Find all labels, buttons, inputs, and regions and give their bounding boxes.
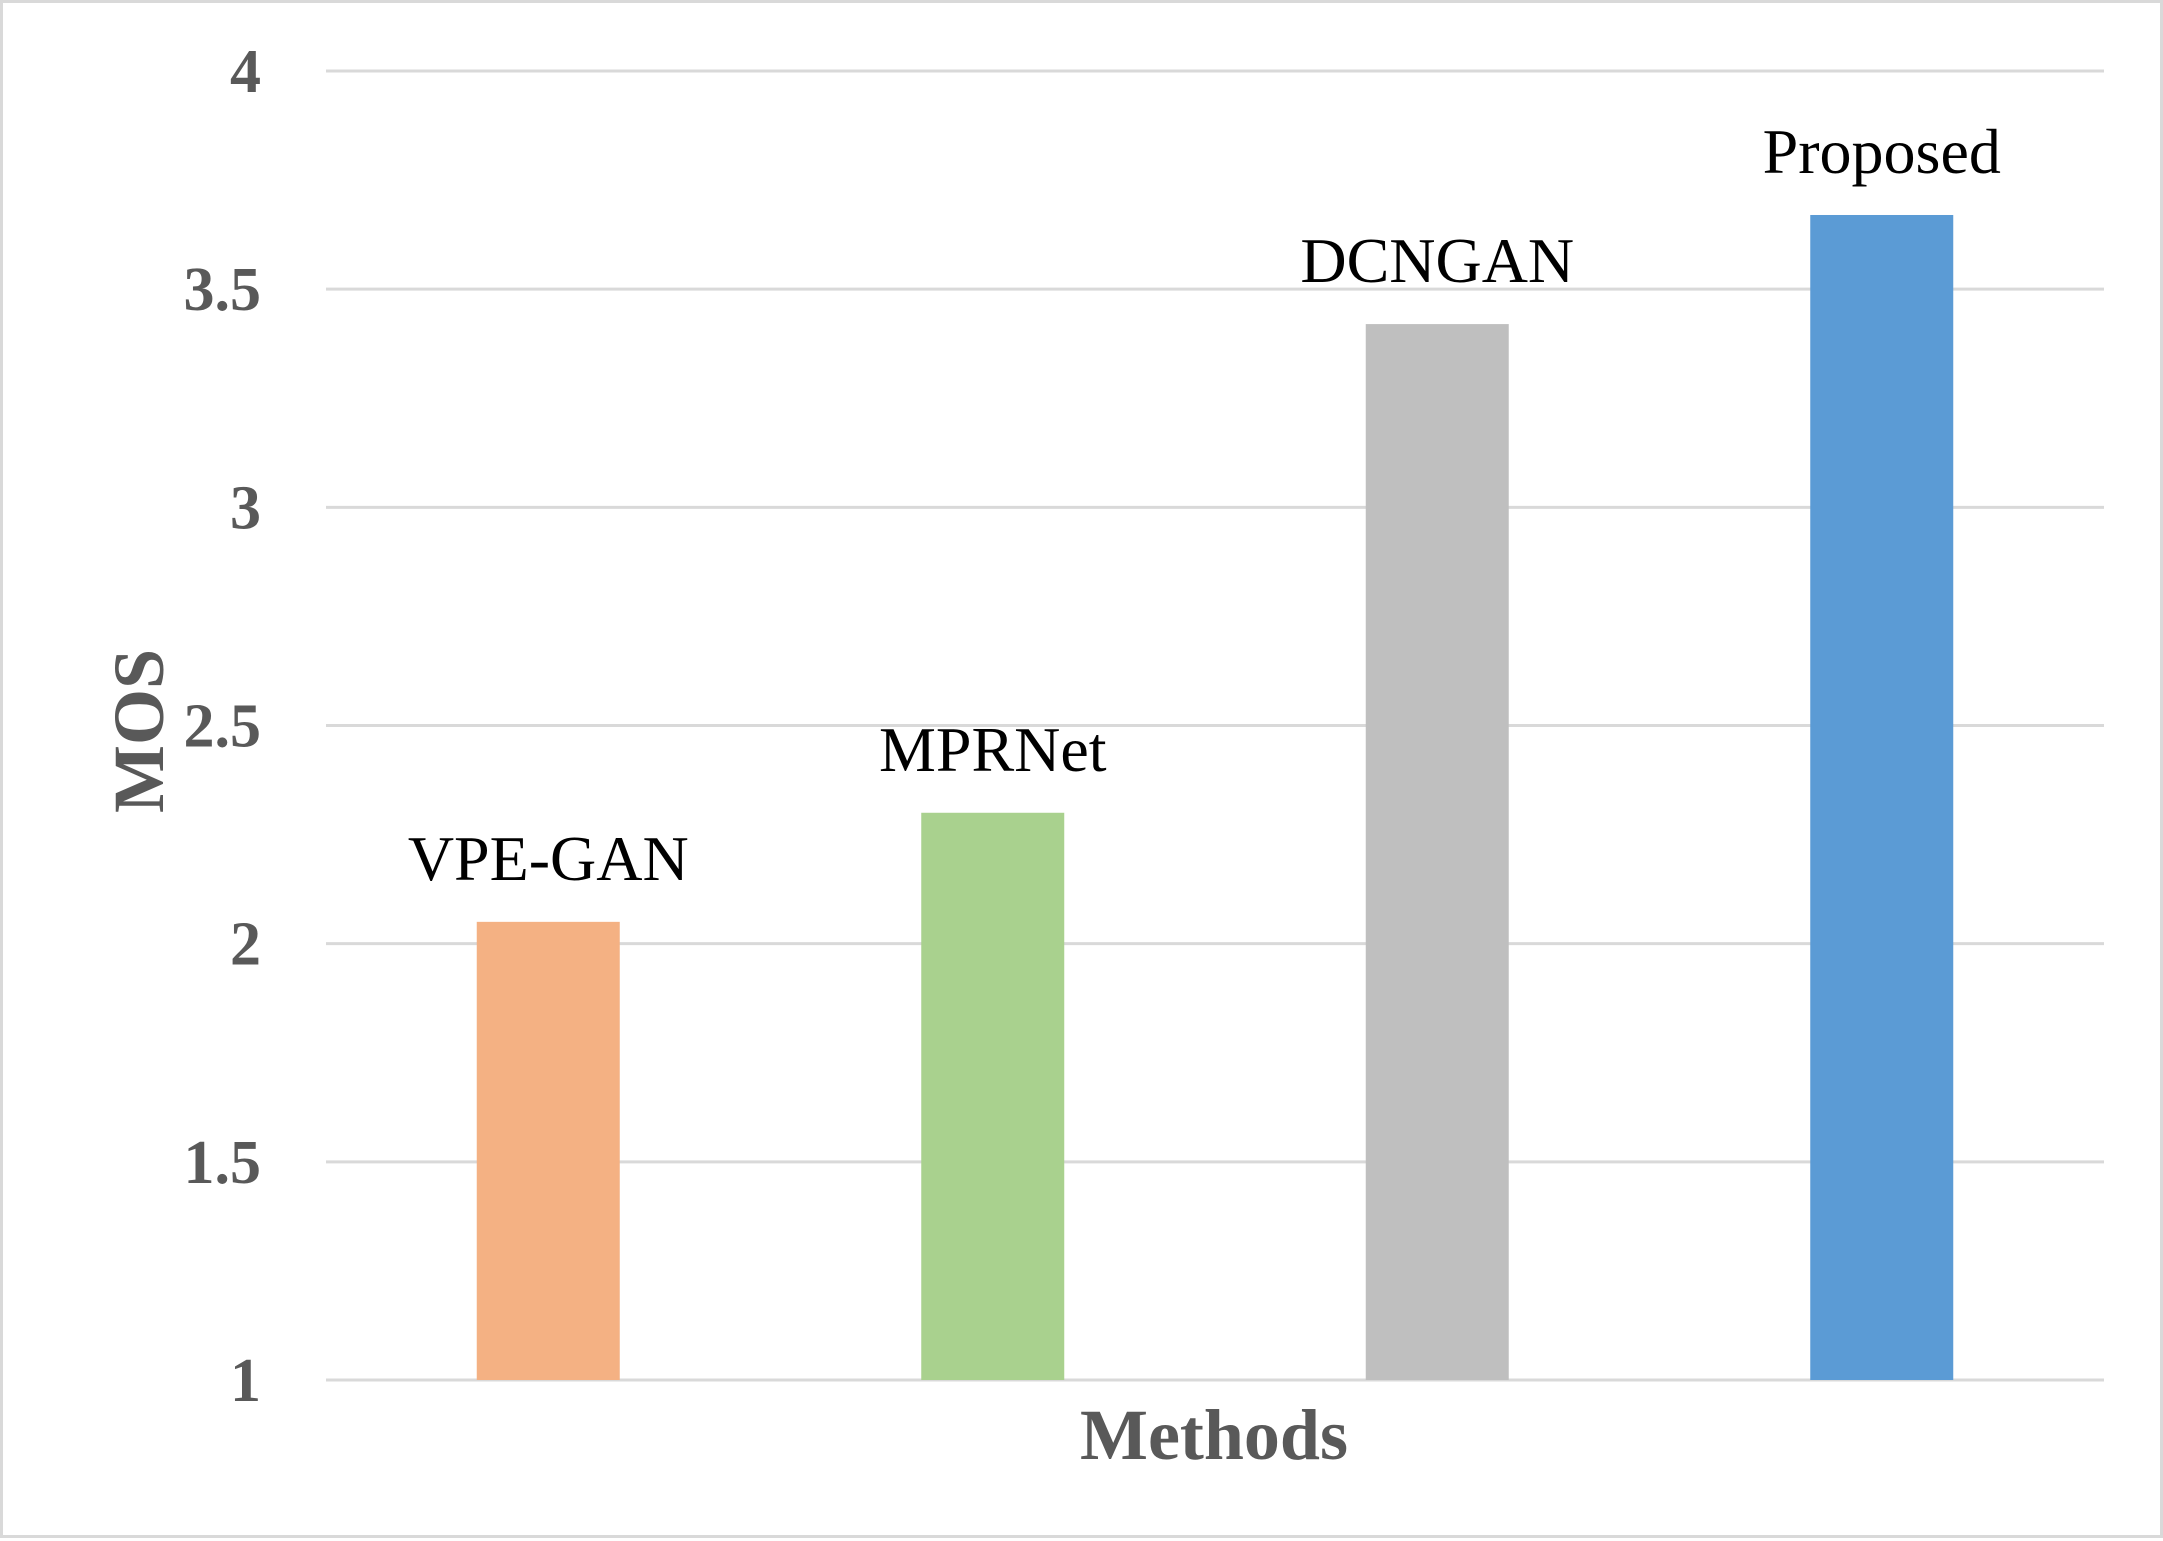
x-axis-title: Methods	[1080, 1395, 1348, 1475]
y-tick-label: 2.5	[184, 693, 262, 761]
y-tick-label: 3	[230, 474, 261, 542]
bars	[476, 214, 1954, 1381]
bar-dcngan	[1365, 324, 1509, 1380]
gridlines	[326, 69, 2104, 1382]
y-tick-label: 3.5	[184, 256, 262, 324]
mos-bar-chart: 1 1.5 2 2.5 3 3.5 4 VPE-GAN MPRNet DCNGAN Propose…	[99, 38, 2104, 1475]
bar-labels: VPE-GAN MPRNet DCNGAN Proposed	[408, 116, 2001, 894]
y-tick-label: 1	[230, 1347, 261, 1415]
bar-label: VPE-GAN	[408, 823, 689, 894]
bar-vpe-gan	[476, 921, 620, 1380]
y-axis-title: MOS	[99, 649, 179, 813]
y-axis-ticks: 1 1.5 2 2.5 3 3.5 4	[184, 38, 262, 1415]
y-tick-label: 2	[230, 911, 261, 979]
y-tick-label: 4	[230, 38, 261, 106]
y-tick-label: 1.5	[184, 1129, 262, 1197]
bar-label: Proposed	[1763, 116, 2001, 187]
bar-proposed	[1810, 214, 1954, 1381]
bar-label: MPRNet	[879, 714, 1107, 785]
bar-label: DCNGAN	[1300, 225, 1574, 296]
bar-mprnet	[921, 812, 1065, 1380]
